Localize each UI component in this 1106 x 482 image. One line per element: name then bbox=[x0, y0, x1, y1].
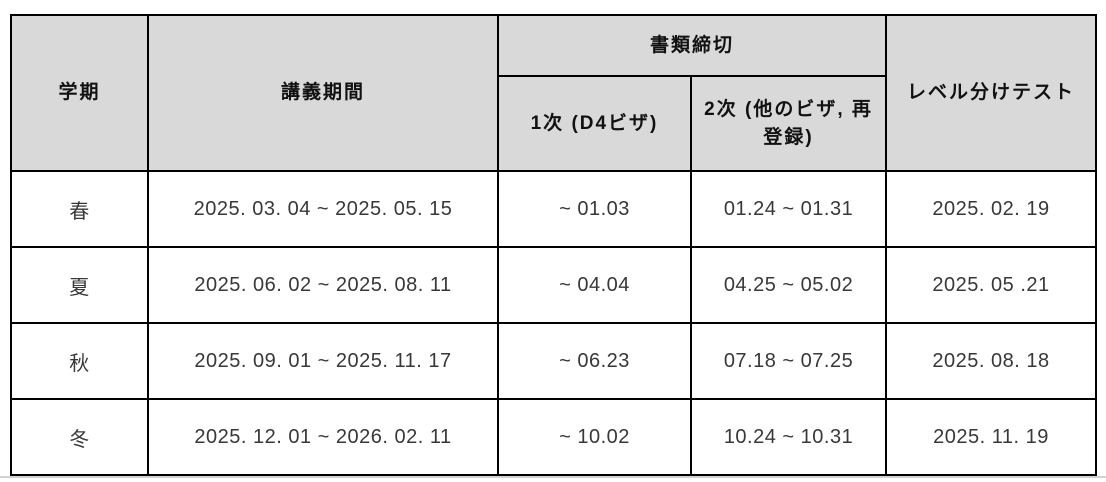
header-level-test: レベル分けテスト bbox=[885, 14, 1098, 172]
cell-lecture-period: 2025. 03. 04 ~ 2025. 05. 15 bbox=[147, 170, 499, 248]
cell-level-test-date: 2025. 11. 19 bbox=[885, 398, 1098, 476]
semester-schedule-table: 学期 講義期間 書類締切 レベル分けテスト 1次 (D4ビザ) 2次 (他のビザ… bbox=[10, 14, 1098, 476]
table-row-winter: 冬 2025. 12. 01 ~ 2026. 02. 11 ~ 10.02 10… bbox=[10, 398, 1098, 476]
header-row-sub: 1次 (D4ビザ) 2次 (他のビザ, 再登録) bbox=[11, 75, 1096, 172]
bottom-divider bbox=[0, 476, 1106, 478]
cell-second-deadline: 01.24 ~ 01.31 bbox=[689, 170, 888, 248]
cell-lecture-period: 2025. 12. 01 ~ 2026. 02. 11 bbox=[147, 398, 499, 476]
header-lecture-period: 講義期間 bbox=[147, 14, 499, 172]
header-row-top: 学期 講義期間 書類締切 レベル分けテスト bbox=[10, 14, 1098, 172]
table-row-autumn: 秋 2025. 09. 01 ~ 2025. 11. 17 ~ 06.23 07… bbox=[10, 322, 1098, 400]
cell-level-test-date: 2025. 08. 18 bbox=[885, 322, 1098, 400]
cell-semester: 冬 bbox=[10, 398, 149, 476]
cell-semester: 春 bbox=[10, 170, 149, 248]
header-first-round: 1次 (D4ビザ) bbox=[497, 75, 692, 172]
cell-second-deadline: 07.18 ~ 07.25 bbox=[689, 322, 888, 400]
cell-semester: 夏 bbox=[10, 246, 149, 324]
table-row-summer: 夏 2025. 06. 02 ~ 2025. 08. 11 ~ 04.04 04… bbox=[10, 246, 1098, 324]
cell-first-deadline: ~ 04.04 bbox=[497, 246, 692, 324]
cell-level-test-date: 2025. 05 .21 bbox=[885, 246, 1098, 324]
cell-semester: 秋 bbox=[10, 322, 149, 400]
header-semester: 学期 bbox=[10, 14, 149, 172]
cell-level-test-date: 2025. 02. 19 bbox=[885, 170, 1098, 248]
cell-first-deadline: ~ 01.03 bbox=[497, 170, 692, 248]
cell-lecture-period: 2025. 06. 02 ~ 2025. 08. 11 bbox=[147, 246, 499, 324]
table-row-spring: 春 2025. 03. 04 ~ 2025. 05. 15 ~ 01.03 01… bbox=[10, 170, 1098, 248]
cell-first-deadline: ~ 10.02 bbox=[497, 398, 692, 476]
cell-second-deadline: 10.24 ~ 10.31 bbox=[689, 398, 888, 476]
cell-lecture-period: 2025. 09. 01 ~ 2025. 11. 17 bbox=[147, 322, 499, 400]
header-second-round: 2次 (他のビザ, 再登録) bbox=[689, 75, 888, 172]
cell-second-deadline: 04.25 ~ 05.02 bbox=[689, 246, 888, 324]
header-document-deadline: 書類締切 bbox=[496, 14, 888, 77]
cell-first-deadline: ~ 06.23 bbox=[497, 322, 692, 400]
